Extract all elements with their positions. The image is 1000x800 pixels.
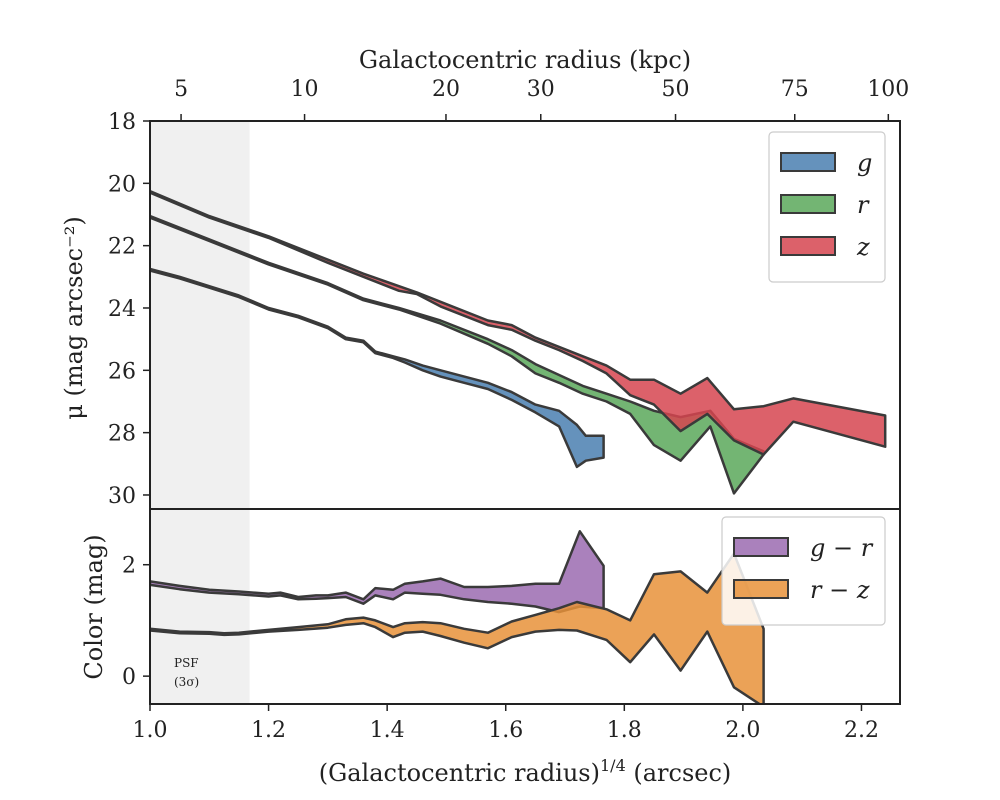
top-tick-label: 100 — [867, 77, 909, 102]
lower-legend: g − r r − z — [721, 516, 886, 626]
x-axis-title-sup: 1/4 — [600, 756, 626, 775]
series-band-g — [150, 267, 605, 469]
lower-y-axis-title: Color (mag) — [80, 534, 108, 679]
upper-y-axis-title: μ (mag arcsec⁻²) — [60, 216, 88, 419]
axis-ticks: 1.0 1.2 1.4 1.6 1.8 2.0 2.25 10 20 30 50 75 10018202… — [108, 77, 909, 743]
upper-legend: grz — [768, 131, 886, 283]
lower-y-tick-label: 2 — [122, 554, 136, 579]
legend-swatch-gr — [733, 537, 789, 557]
legend-label-rz: r − z — [810, 576, 870, 604]
lower-y-tick-label: 0 — [122, 665, 136, 690]
upper-y-tick-label: 18 — [108, 110, 136, 135]
legend-label-r: r — [857, 191, 870, 219]
legend-label-z: z — [856, 233, 870, 261]
legend-swatch-z — [780, 236, 836, 256]
top-axis-title: Galactocentric radius (kpc) — [359, 46, 691, 74]
upper-y-tick-label: 26 — [108, 359, 136, 384]
legend-swatch-g — [780, 152, 836, 172]
legend-label-gr: g − r — [810, 534, 874, 562]
top-tick-label: 5 — [174, 77, 188, 102]
psf-sigma-label: (3σ) — [174, 675, 199, 689]
upper-y-tick-label: 30 — [108, 484, 136, 509]
x-tick-label: 2.0 — [725, 718, 760, 743]
top-tick-label: 50 — [662, 77, 690, 102]
top-tick-label: 10 — [291, 77, 319, 102]
legend-swatch-rz — [733, 579, 789, 599]
top-tick-label: 30 — [527, 77, 555, 102]
psf-label: PSF — [174, 656, 199, 670]
lower-panel-series — [150, 530, 765, 704]
x-tick-label: 1.2 — [251, 718, 286, 743]
x-axis-title: (Galactocentric radius)1/4 (arcsec) — [319, 756, 732, 787]
psf-shaded-region-bottom — [150, 509, 250, 704]
legend-label-g: g — [857, 149, 872, 177]
x-tick-label: 1.4 — [370, 718, 405, 743]
upper-y-tick-label: 24 — [108, 297, 136, 322]
legend-swatch-r — [780, 194, 836, 214]
x-tick-label: 1.8 — [607, 718, 642, 743]
upper-y-tick-label: 20 — [108, 172, 136, 197]
x-tick-label: 1.6 — [488, 718, 523, 743]
top-tick-label: 20 — [432, 77, 460, 102]
x-tick-label: 1.0 — [133, 718, 168, 743]
series-band-rz — [150, 552, 765, 704]
x-axis-title-main: (Galactocentric radius) — [319, 759, 600, 787]
upper-y-tick-label: 28 — [108, 422, 136, 447]
series-band-z — [150, 189, 887, 456]
psf-shaded-region-top — [150, 121, 250, 509]
x-axis-title-unit: (arcsec) — [626, 759, 732, 787]
lower-panel-frame — [149, 508, 901, 705]
top-tick-label: 75 — [781, 77, 809, 102]
x-tick-label: 2.2 — [844, 718, 879, 743]
upper-panel-series — [150, 189, 887, 495]
upper-y-tick-label: 22 — [108, 235, 136, 260]
